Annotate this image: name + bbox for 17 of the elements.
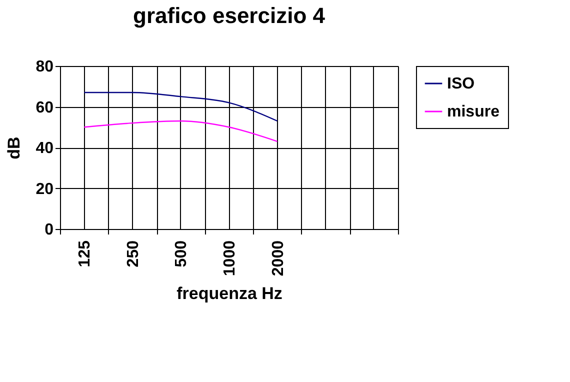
x-axis-title: frequenza Hz — [176, 284, 282, 304]
x-tick-label: 250 — [124, 240, 142, 268]
y-tick-label: 60 — [36, 99, 54, 116]
y-tick-label: 0 — [44, 222, 54, 238]
chart-title: grafico esercizio 4 — [133, 3, 326, 28]
y-tick-label: 20 — [36, 180, 54, 198]
legend-label: misure — [447, 104, 500, 120]
y-axis-title: dB — [4, 136, 24, 160]
x-tick-label: 1000 — [222, 240, 238, 276]
y-tick-label: 40 — [36, 140, 54, 157]
line-series — [84, 92, 278, 122]
x-tick-label: 125 — [76, 240, 94, 268]
y-tick-label: 80 — [36, 58, 54, 76]
line-series — [84, 120, 278, 142]
x-tick-label: 2000 — [270, 240, 287, 276]
x-tick-label: 500 — [173, 240, 190, 268]
legend-label: ISO — [447, 76, 475, 92]
